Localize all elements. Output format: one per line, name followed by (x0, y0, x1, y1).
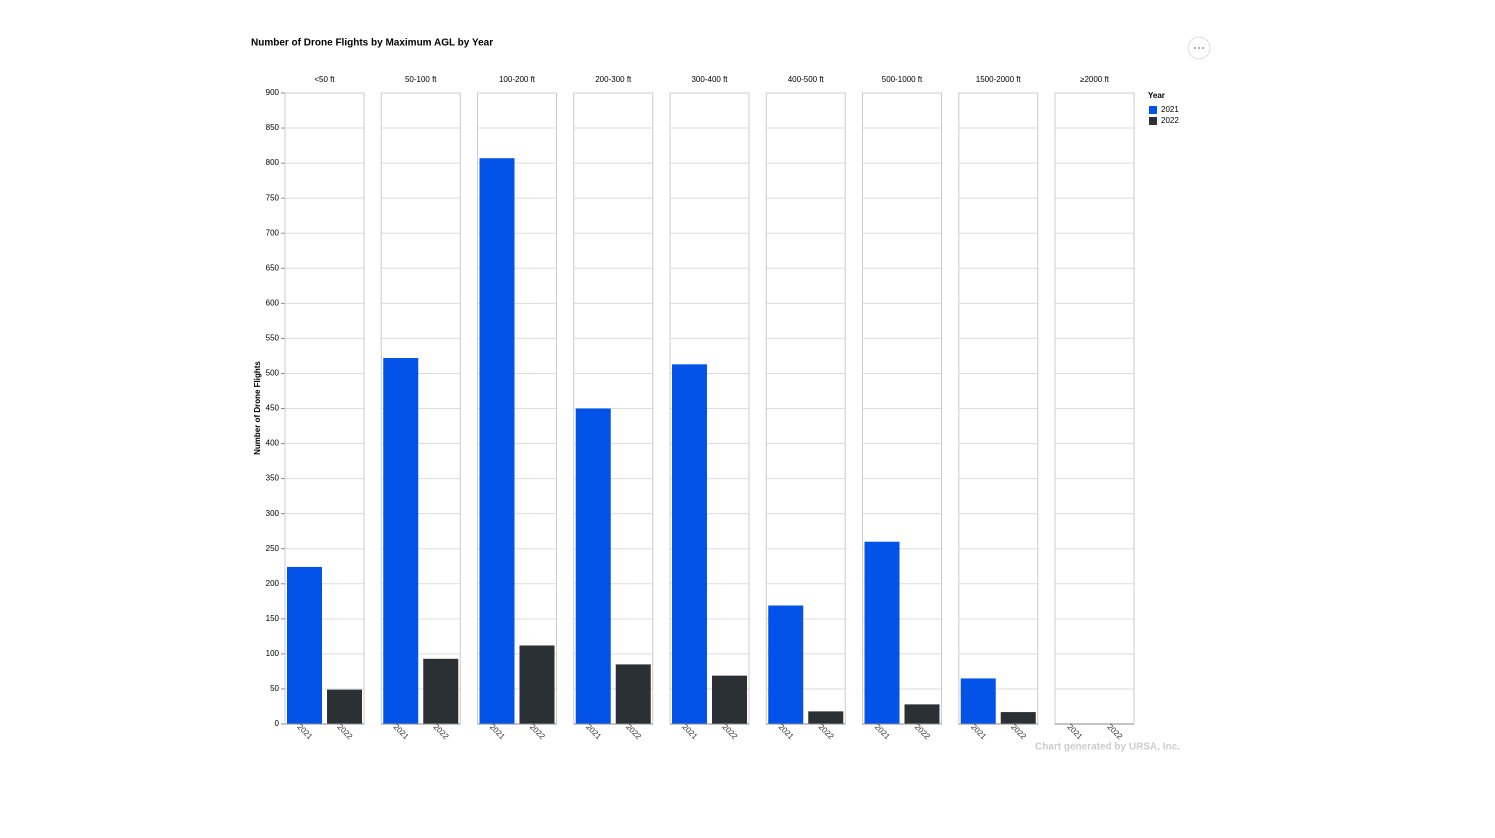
chart-title: Number of Drone Flights by Maximum AGL b… (251, 38, 493, 49)
bar (672, 364, 707, 724)
y-tick-label: 500 (266, 369, 280, 378)
x-tick-label: 2021 (584, 722, 603, 741)
x-tick-label: 2021 (1065, 722, 1084, 741)
y-tick-label: 400 (266, 439, 280, 448)
facet-label: 400-500 ft (788, 75, 825, 84)
x-tick-label: 2022 (1105, 722, 1124, 741)
menu-button[interactable] (1187, 36, 1211, 60)
facet-label: 500-1000 ft (882, 75, 923, 84)
facet-label: 200-300 ft (595, 75, 632, 84)
y-tick-label: 550 (266, 333, 280, 342)
x-tick-label: 2022 (1009, 722, 1028, 741)
legend-label: 2021 (1161, 105, 1179, 114)
y-tick-label: 750 (266, 193, 280, 202)
legend-swatch (1149, 106, 1157, 114)
x-tick-label: 2022 (528, 722, 547, 741)
y-tick-label: 100 (266, 649, 280, 658)
facet-label: ≥2000 ft (1080, 75, 1110, 84)
bar (383, 358, 419, 724)
facet-label: 100-200 ft (499, 75, 536, 84)
x-tick-label: 2022 (624, 722, 643, 741)
x-tick-label: 2022 (432, 722, 451, 741)
menu-dot (1198, 47, 1200, 49)
bar (808, 711, 844, 724)
x-tick-label: 2021 (392, 722, 411, 741)
x-tick-label: 2022 (720, 722, 739, 741)
facet-label: <50 ft (314, 75, 335, 84)
y-tick-label: 0 (275, 719, 280, 728)
bar (960, 678, 996, 724)
facet-label: 50-100 ft (405, 75, 437, 84)
legend-swatch (1149, 117, 1157, 125)
bar (479, 158, 515, 724)
bar (1000, 712, 1036, 724)
bar (423, 658, 459, 724)
x-tick-label: 2021 (777, 722, 796, 741)
menu-dot (1194, 47, 1196, 49)
bar (712, 675, 747, 724)
y-tick-label: 250 (266, 544, 280, 553)
bar (575, 408, 611, 724)
x-tick-label: 2021 (680, 722, 699, 741)
x-tick-label: 2021 (969, 722, 988, 741)
y-tick-label: 50 (270, 684, 279, 693)
menu-dot (1202, 47, 1204, 49)
bar (615, 664, 651, 724)
x-tick-label: 2022 (913, 722, 932, 741)
facet-label: 1500-2000 ft (976, 75, 1022, 84)
annotation: Chart generated by URSA, Inc. (1035, 742, 1180, 753)
y-tick-label: 600 (266, 298, 280, 307)
y-axis-label: Number of Drone Flights (253, 361, 262, 455)
bar (287, 566, 322, 724)
y-tick-label: 350 (266, 474, 280, 483)
x-tick-label: 2022 (817, 722, 836, 741)
y-tick-label: 300 (266, 509, 280, 518)
y-tick-label: 450 (266, 404, 280, 413)
bar (768, 605, 804, 724)
bar (904, 704, 940, 724)
x-tick-label: 2021 (873, 722, 892, 741)
y-tick-label: 800 (266, 158, 280, 167)
bar (864, 541, 900, 724)
legend-label: 2022 (1161, 116, 1179, 125)
x-tick-label: 2022 (335, 722, 354, 741)
y-tick-label: 900 (266, 88, 280, 97)
y-tick-label: 700 (266, 228, 280, 237)
x-tick-label: 2021 (488, 722, 507, 741)
y-tick-label: 850 (266, 123, 280, 132)
bar (327, 689, 362, 724)
y-tick-label: 200 (266, 579, 280, 588)
y-tick-label: 650 (266, 263, 280, 272)
bar (519, 645, 555, 724)
legend-title: Year (1148, 91, 1165, 100)
y-tick-label: 150 (266, 614, 280, 623)
facet-label: 300-400 ft (691, 75, 728, 84)
x-tick-label: 2021 (295, 722, 314, 741)
